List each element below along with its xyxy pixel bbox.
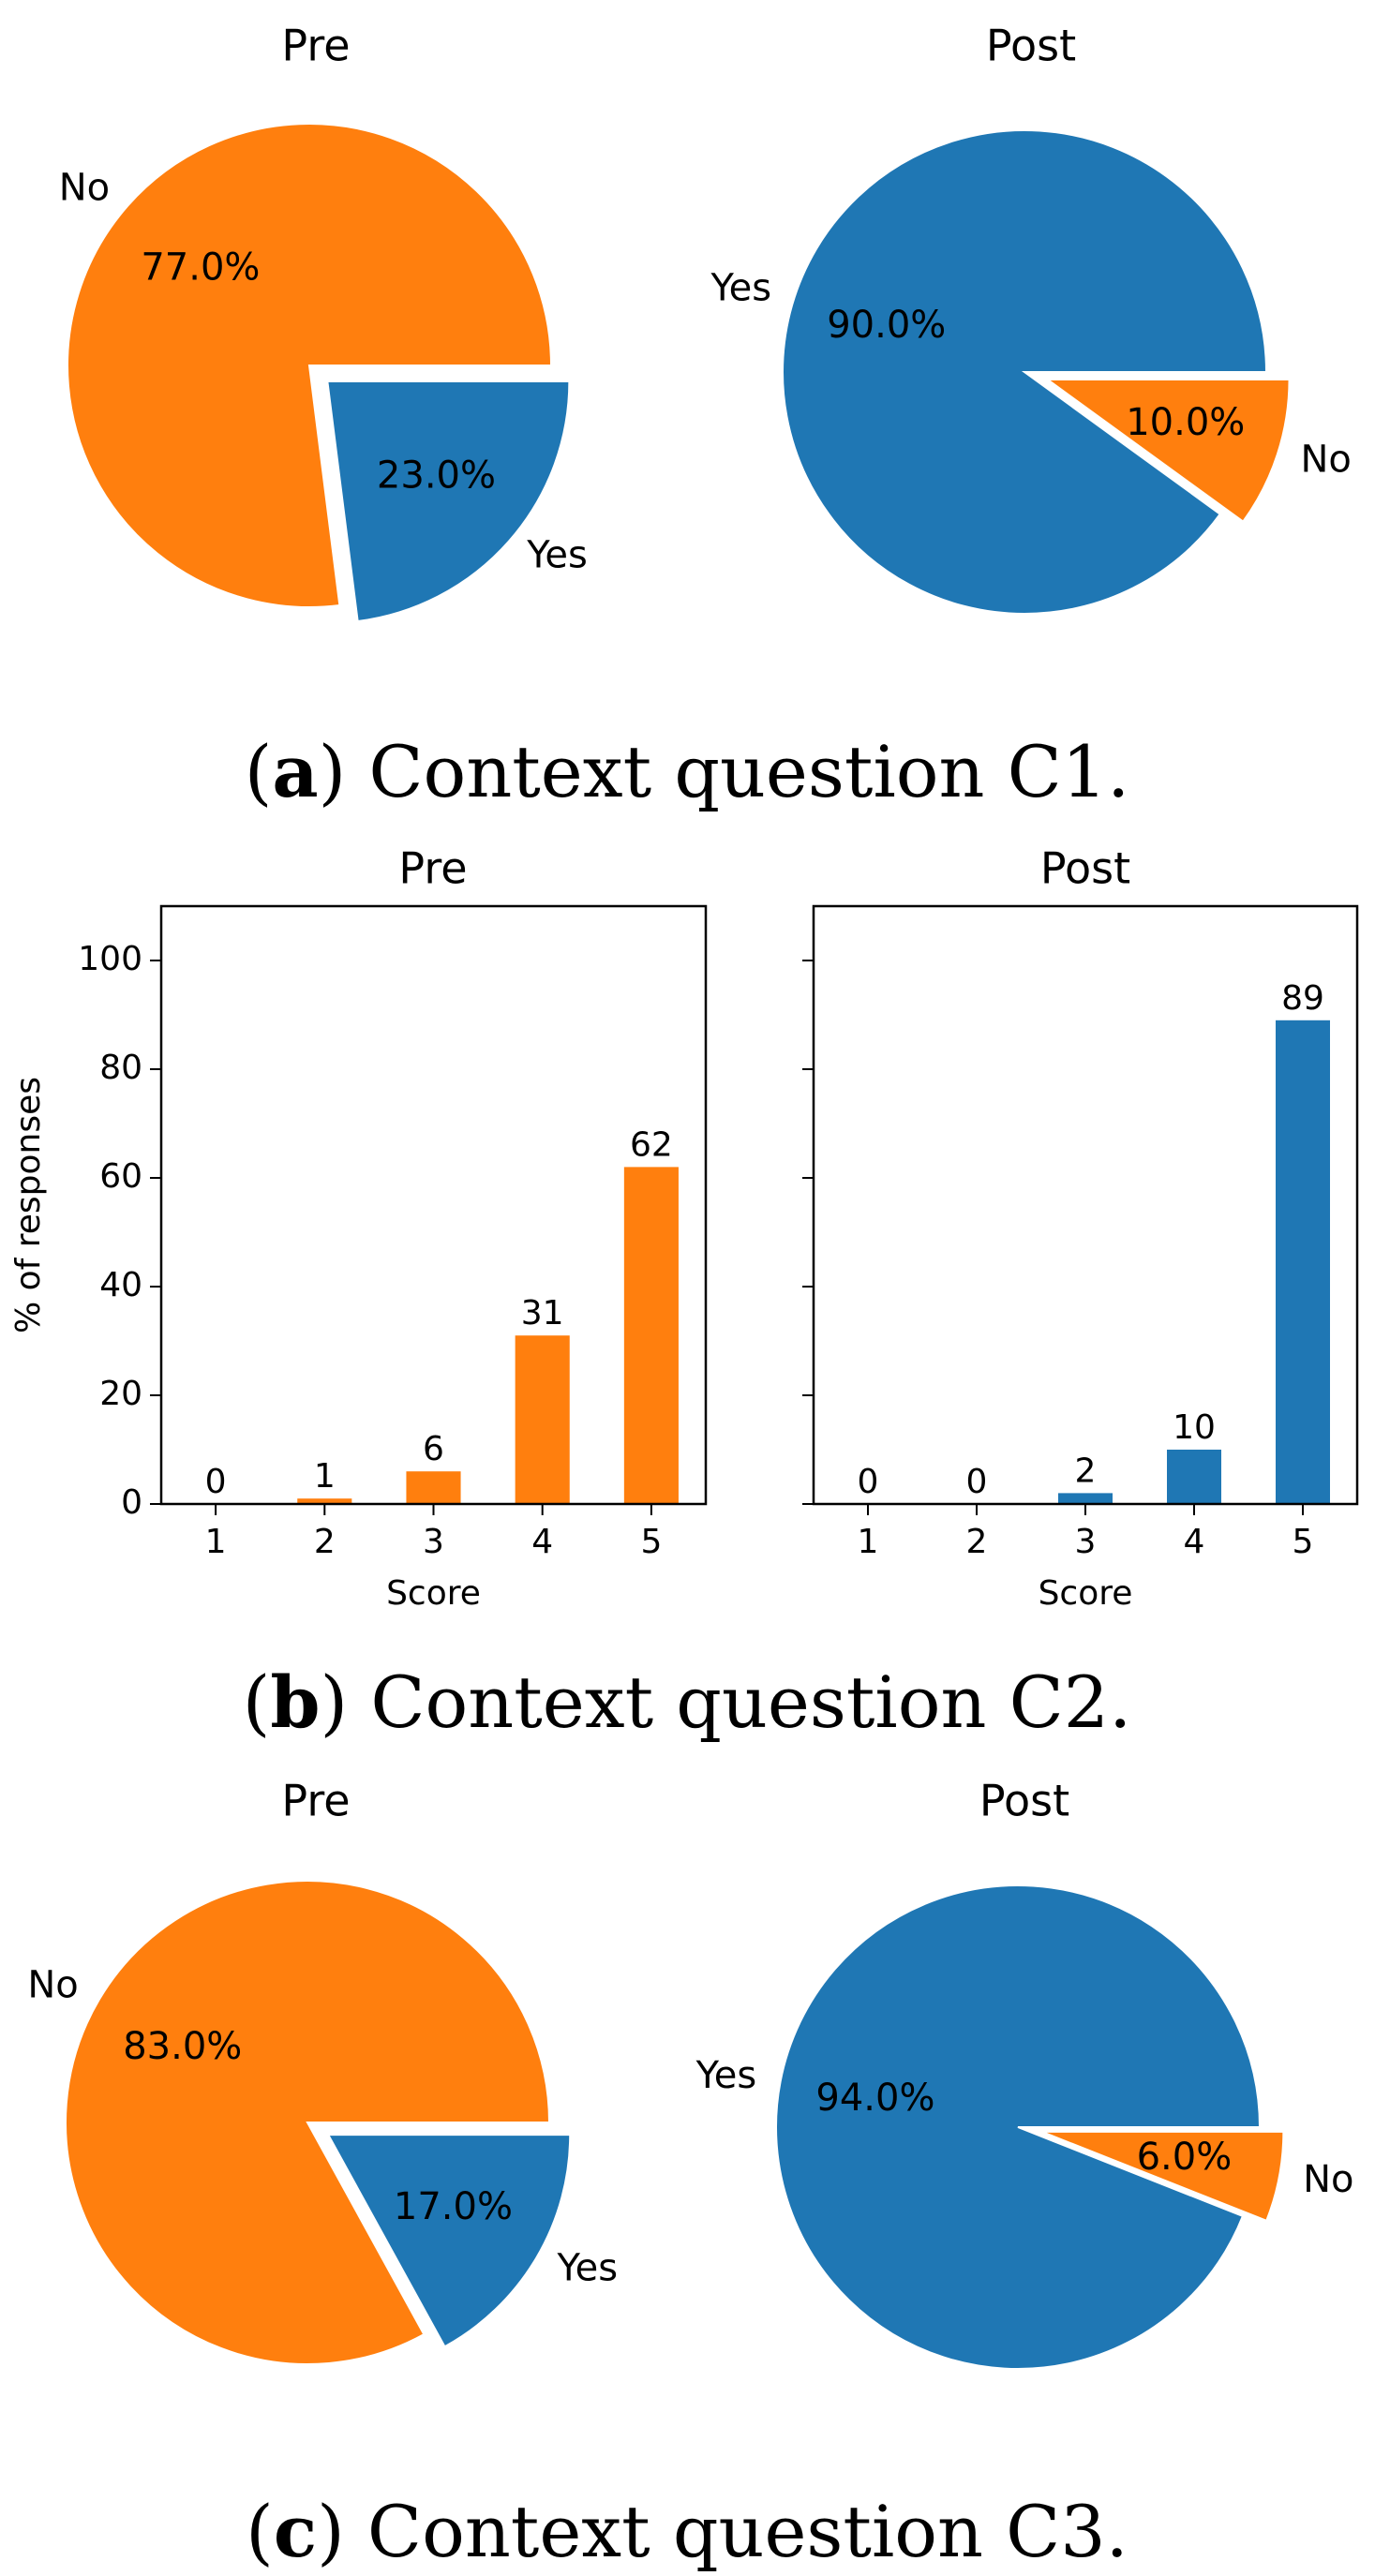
y-tick-label-20: 20 <box>99 1375 142 1413</box>
pie-label-yes: Yes <box>695 2054 757 2097</box>
pie-title: Post <box>979 1776 1069 1826</box>
y-tick-label-60: 60 <box>99 1157 142 1196</box>
y-tick-label-0: 0 <box>121 1483 142 1522</box>
bar-chart-title: Pre <box>398 843 467 894</box>
bar-value-label-4: 31 <box>521 1294 564 1333</box>
x-tick-label-5: 5 <box>640 1523 662 1561</box>
bar-value-label-2: 1 <box>314 1457 336 1496</box>
plot-frame <box>159 904 708 1506</box>
pie-label-no: No <box>27 1964 78 2007</box>
pie-slice-no <box>65 1880 551 2365</box>
caption-a: (a) Context question C1. <box>245 730 1130 813</box>
pie-slice-yes <box>326 2134 572 2348</box>
x-tick-label-1: 1 <box>205 1523 227 1561</box>
bar-2 <box>297 1498 352 1504</box>
pie-percent-label-no: 77.0% <box>141 246 260 290</box>
caption-b-letter: b <box>270 1660 320 1744</box>
x-tick-label-2: 2 <box>314 1523 336 1561</box>
pie-chart-c3-post: Post 94.0% Yes 6.0% No <box>695 1776 1354 2370</box>
pie-slice-yes <box>775 1884 1262 2370</box>
x-tick-label-4: 4 <box>531 1523 553 1561</box>
pie-chart-c1-pre: Pre 77.0% No 23.0% Yes <box>59 21 588 623</box>
y-axis-label: % of responses <box>9 1077 48 1333</box>
pie-percent-label-yes: 90.0% <box>827 304 946 347</box>
x-tick-label-3: 3 <box>423 1523 444 1561</box>
pie-percent-label-no: 6.0% <box>1137 2136 1233 2179</box>
bar-value-label-2: 0 <box>966 1463 988 1501</box>
bar-value-label-3: 2 <box>1075 1452 1097 1490</box>
bar-chart-c2-pre: Pre 0 1 1 2 6 3 31 4 62 5 0 20 40 60 80 100 Score % of res… <box>9 843 708 1613</box>
bar-4 <box>515 1335 570 1504</box>
caption-c-letter: c <box>274 2490 317 2573</box>
bar-value-label-5: 62 <box>630 1125 673 1164</box>
pie-slice-no <box>1040 2130 1285 2223</box>
pie-label-no: No <box>59 166 110 209</box>
bar-5 <box>623 1167 679 1504</box>
bar-chart-title: Post <box>1040 843 1130 894</box>
bar-value-label-1: 0 <box>858 1463 879 1501</box>
y-tick-label-40: 40 <box>99 1266 142 1304</box>
pie-slice-yes <box>782 129 1268 615</box>
pie-label-yes: Yes <box>710 266 772 309</box>
x-axis-label: Score <box>386 1574 481 1613</box>
pie-slice-no <box>1044 378 1291 524</box>
bar-value-label-5: 89 <box>1281 979 1324 1018</box>
pie-chart-c1-post: Post 90.0% Yes 10.0% No <box>710 21 1352 615</box>
bar-3 <box>1058 1493 1113 1504</box>
pie-chart-c3-pre: Pre 83.0% No 17.0% Yes <box>27 1776 618 2365</box>
pie-percent-label-no: 10.0% <box>1126 401 1245 444</box>
x-tick-label-1: 1 <box>858 1523 879 1561</box>
caption-a-letter: a <box>272 730 318 813</box>
pie-title: Post <box>986 21 1076 71</box>
pie-label-yes: Yes <box>556 2247 618 2290</box>
bar-5 <box>1276 1020 1330 1504</box>
bar-4 <box>1167 1450 1221 1504</box>
pie-label-yes: Yes <box>526 534 588 577</box>
plot-frame <box>812 904 1359 1506</box>
caption-c: (c) Context question C3. <box>246 2490 1128 2573</box>
pie-slice-no <box>67 123 553 608</box>
bar-value-label-3: 6 <box>423 1430 444 1468</box>
x-tick-label-5: 5 <box>1293 1523 1314 1561</box>
caption-b-text: Context question C2. <box>370 1660 1131 1744</box>
y-tick-label-80: 80 <box>99 1049 142 1087</box>
pie-percent-label-yes: 17.0% <box>394 2185 513 2228</box>
pie-title: Pre <box>281 1776 350 1826</box>
bar-value-label-1: 0 <box>205 1463 227 1501</box>
x-tick-label-3: 3 <box>1075 1523 1097 1561</box>
pie-label-no: No <box>1300 439 1351 482</box>
pie-percent-label-yes: 94.0% <box>815 2077 934 2120</box>
caption-c-text: Context question C3. <box>367 2490 1128 2573</box>
caption-b: (b) Context question C2. <box>243 1660 1132 1744</box>
bar-value-label-4: 10 <box>1173 1408 1216 1447</box>
pie-title: Pre <box>281 21 350 71</box>
pie-percent-label-yes: 23.0% <box>377 454 496 497</box>
bar-3 <box>406 1471 461 1504</box>
x-tick-label-4: 4 <box>1184 1523 1205 1561</box>
pie-percent-label-no: 83.0% <box>123 2025 242 2068</box>
y-tick-label-100: 100 <box>78 940 142 978</box>
caption-a-text: Context question C1. <box>368 730 1129 813</box>
x-axis-label: Score <box>1039 1574 1133 1613</box>
pie-slice-yes <box>326 380 571 623</box>
x-tick-label-2: 2 <box>966 1523 988 1561</box>
pie-label-no: No <box>1303 2158 1353 2201</box>
